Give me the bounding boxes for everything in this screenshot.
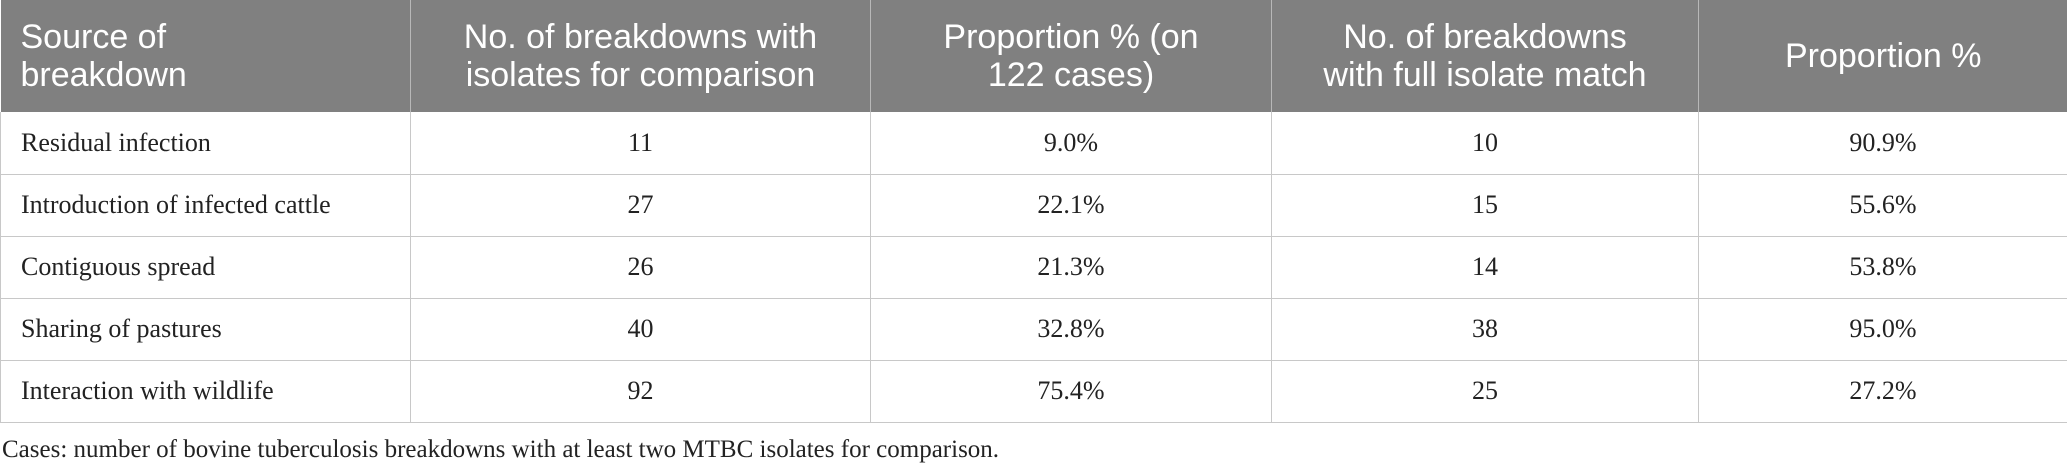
cell-isolates-count: 40 xyxy=(410,298,871,361)
cell-isolates-count: 92 xyxy=(410,360,871,423)
cell-isolates-count: 27 xyxy=(410,174,871,237)
header-row: Source of breakdown No. of breakdowns wi… xyxy=(0,0,2067,112)
header-line: No. of breakdowns with xyxy=(463,18,818,56)
header-breakdowns-with-isolates: No. of breakdowns with isolates for comp… xyxy=(410,0,871,112)
header-line: Source of xyxy=(20,18,167,56)
header-source-of-breakdown: Source of breakdown xyxy=(0,0,411,112)
header-proportion-on-cases: Proportion % (on 122 cases) xyxy=(870,0,1272,112)
header-line: with full isolate match xyxy=(1323,56,1647,94)
table-footnote: Cases: number of bovine tuberculosis bre… xyxy=(2,436,1000,463)
header-line: Proportion % (on xyxy=(943,18,1199,56)
cell-proportion-cases: 9.0% xyxy=(870,112,1272,175)
header-line: 122 cases) xyxy=(987,56,1155,94)
cell-proportion: 90.9% xyxy=(1698,112,2067,175)
cell-full-match-count: 14 xyxy=(1271,236,1699,299)
header-proportion: Proportion % xyxy=(1698,0,2067,112)
table-row: Sharing of pastures 40 32.8% 38 95.0% xyxy=(0,298,2067,361)
cell-full-match-count: 25 xyxy=(1271,360,1699,423)
cell-isolates-count: 11 xyxy=(410,112,871,175)
cell-proportion: 95.0% xyxy=(1698,298,2067,361)
cell-proportion-cases: 21.3% xyxy=(870,236,1272,299)
cell-full-match-count: 15 xyxy=(1271,174,1699,237)
table-row: Contiguous spread 26 21.3% 14 53.8% xyxy=(0,236,2067,299)
cell-proportion: 27.2% xyxy=(1698,360,2067,423)
cell-isolates-count: 26 xyxy=(410,236,871,299)
table-container: Source of breakdown No. of breakdowns wi… xyxy=(0,0,2067,423)
table-row: Residual infection 11 9.0% 10 90.9% xyxy=(0,112,2067,175)
header-line: isolates for comparison xyxy=(465,56,816,94)
cell-source: Contiguous spread xyxy=(0,236,411,299)
breakdown-source-table: Source of breakdown No. of breakdowns wi… xyxy=(0,0,2067,423)
cell-source: Sharing of pastures xyxy=(0,298,411,361)
header-line: breakdown xyxy=(20,56,187,94)
header-line: No. of breakdowns xyxy=(1343,18,1627,56)
header-line: Proportion % xyxy=(1784,37,1982,75)
cell-proportion: 53.8% xyxy=(1698,236,2067,299)
cell-proportion-cases: 22.1% xyxy=(870,174,1272,237)
cell-full-match-count: 38 xyxy=(1271,298,1699,361)
cell-proportion-cases: 32.8% xyxy=(870,298,1272,361)
header-breakdowns-full-match: No. of breakdowns with full isolate matc… xyxy=(1271,0,1699,112)
cell-full-match-count: 10 xyxy=(1271,112,1699,175)
table-row: Introduction of infected cattle 27 22.1%… xyxy=(0,174,2067,237)
cell-proportion-cases: 75.4% xyxy=(870,360,1272,423)
cell-source: Interaction with wildlife xyxy=(0,360,411,423)
cell-source: Residual infection xyxy=(0,112,411,175)
cell-source: Introduction of infected cattle xyxy=(0,174,411,237)
cell-proportion: 55.6% xyxy=(1698,174,2067,237)
table-row: Interaction with wildlife 92 75.4% 25 27… xyxy=(0,360,2067,423)
